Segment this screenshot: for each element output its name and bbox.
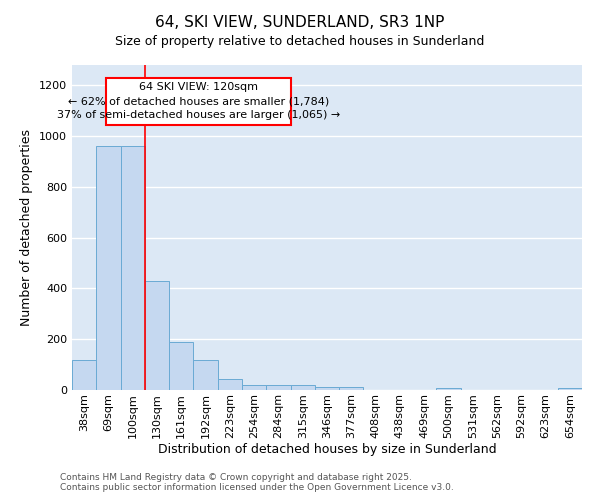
- Bar: [266, 386, 290, 390]
- X-axis label: Distribution of detached houses by size in Sunderland: Distribution of detached houses by size …: [158, 444, 496, 456]
- Bar: [121, 146, 145, 390]
- Bar: [96, 146, 121, 390]
- Text: Contains HM Land Registry data © Crown copyright and database right 2025.
Contai: Contains HM Land Registry data © Crown c…: [60, 473, 454, 492]
- Bar: [558, 388, 582, 390]
- Bar: [145, 281, 169, 390]
- Bar: [169, 342, 193, 390]
- FancyBboxPatch shape: [106, 78, 290, 124]
- Bar: [436, 388, 461, 390]
- Text: 64 SKI VIEW: 120sqm
← 62% of detached houses are smaller (1,784)
37% of semi-det: 64 SKI VIEW: 120sqm ← 62% of detached ho…: [56, 82, 340, 120]
- Bar: [339, 388, 364, 390]
- Text: 64, SKI VIEW, SUNDERLAND, SR3 1NP: 64, SKI VIEW, SUNDERLAND, SR3 1NP: [155, 15, 445, 30]
- Bar: [315, 387, 339, 390]
- Y-axis label: Number of detached properties: Number of detached properties: [20, 129, 34, 326]
- Bar: [72, 360, 96, 390]
- Bar: [218, 380, 242, 390]
- Bar: [193, 360, 218, 390]
- Text: Size of property relative to detached houses in Sunderland: Size of property relative to detached ho…: [115, 35, 485, 48]
- Bar: [242, 385, 266, 390]
- Bar: [290, 386, 315, 390]
